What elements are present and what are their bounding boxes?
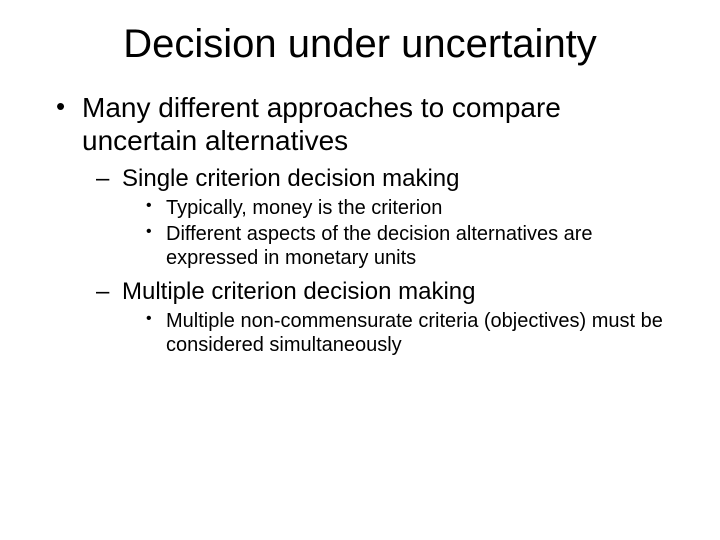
bullet-text: Typically, money is the criterion <box>166 197 442 219</box>
bullet-list-lvl3: Multiple non-commensurate criteria (obje… <box>122 307 680 361</box>
list-item: Single criterion decision making Typical… <box>96 165 680 274</box>
bullet-text: Multiple criterion decision making <box>122 278 475 305</box>
list-item: Different aspects of the decision altern… <box>144 222 680 270</box>
bullet-text: Multiple non-commensurate criteria (obje… <box>166 310 663 356</box>
slide-title: Decision under uncertainty <box>0 0 720 77</box>
slide-body: Many different approaches to compare unc… <box>0 77 720 361</box>
bullet-list-lvl1: Many different approaches to compare unc… <box>54 91 680 361</box>
bullet-list-lvl2: Single criterion decision making Typical… <box>82 157 680 361</box>
bullet-list-lvl3: Typically, money is the criterion Differ… <box>122 194 680 274</box>
bullet-text: Many different approaches to compare unc… <box>82 92 561 156</box>
bullet-text: Single criterion decision making <box>122 165 460 192</box>
slide: Decision under uncertainty Many differen… <box>0 0 720 540</box>
list-item: Typically, money is the criterion <box>144 196 680 220</box>
bullet-text: Different aspects of the decision altern… <box>166 223 593 269</box>
list-item: Multiple criterion decision making Multi… <box>96 278 680 361</box>
list-item: Many different approaches to compare unc… <box>54 91 680 361</box>
list-item: Multiple non-commensurate criteria (obje… <box>144 309 680 357</box>
